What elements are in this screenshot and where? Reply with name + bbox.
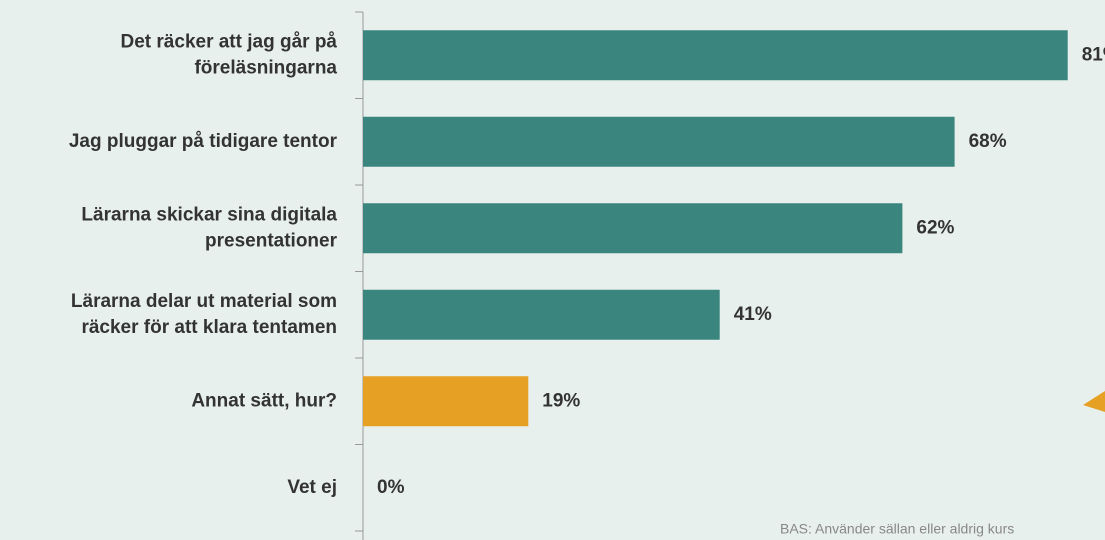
bar bbox=[363, 203, 903, 254]
category-label: föreläsningarna bbox=[194, 57, 337, 78]
value-label: 41% bbox=[734, 304, 772, 325]
bar bbox=[363, 116, 955, 167]
value-label: 81% bbox=[1082, 44, 1105, 65]
bar bbox=[363, 30, 1068, 81]
value-label: 0% bbox=[377, 477, 405, 498]
value-label: 68% bbox=[969, 131, 1007, 152]
category-label: Vet ej bbox=[287, 477, 337, 498]
category-label: presentationer bbox=[205, 230, 338, 251]
bar bbox=[363, 289, 720, 340]
bar bbox=[363, 376, 529, 427]
category-label: Det räcker att jag går på bbox=[121, 31, 338, 52]
value-label: 62% bbox=[916, 217, 954, 238]
note: BAS: Använder sällan eller aldrig kurs bbox=[780, 521, 1014, 537]
decor-triangle bbox=[1083, 391, 1105, 412]
category-label: Lärarna skickar sina digitala bbox=[81, 204, 337, 225]
category-label: Lärarna delar ut material som bbox=[71, 291, 337, 312]
category-label: räcker för att klara tentamen bbox=[81, 317, 337, 338]
category-label: Annat sätt, hur? bbox=[191, 390, 337, 411]
category-label: Jag pluggar på tidigare tentor bbox=[69, 131, 338, 152]
value-label: 19% bbox=[542, 390, 580, 411]
